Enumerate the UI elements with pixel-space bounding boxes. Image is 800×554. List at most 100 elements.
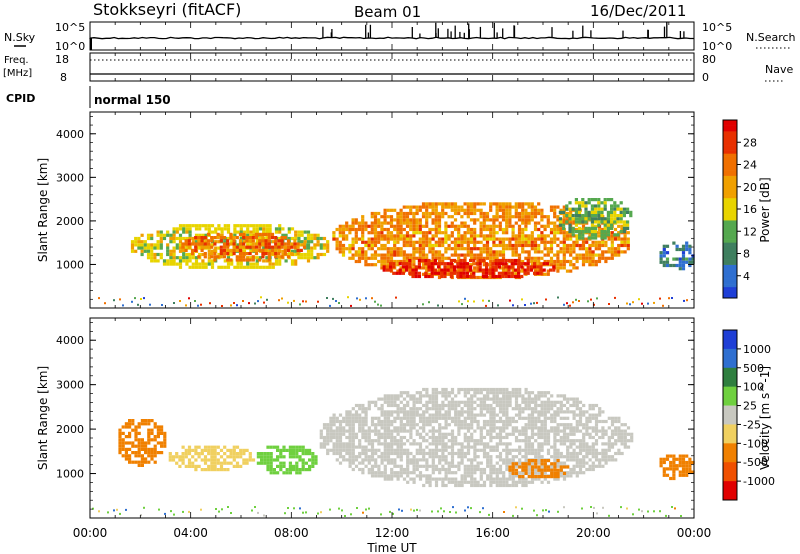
scatter-cell <box>568 223 572 227</box>
power-ylabel: Slant Range [km] <box>36 158 50 262</box>
scatter-cell <box>460 451 464 456</box>
scatter-cell <box>434 483 439 488</box>
scatter-cell <box>229 248 233 252</box>
scatter-cell <box>575 471 579 475</box>
scatter-cell <box>242 300 244 302</box>
scatter-cell <box>266 298 268 301</box>
scatter-cell <box>527 480 531 484</box>
scatter-cell <box>203 236 207 240</box>
scatter-cell <box>594 247 598 251</box>
scatter-cell <box>584 214 588 218</box>
scatter-cell <box>550 429 554 433</box>
scatter-cell <box>450 234 454 238</box>
scatter-cell <box>342 419 346 424</box>
scatter-cell <box>437 237 442 241</box>
scatter-cell <box>425 253 429 257</box>
scatter-cell <box>361 215 365 219</box>
scatter-cell <box>511 416 515 420</box>
scatter-cell <box>335 448 339 452</box>
scatter-cell <box>188 227 192 231</box>
scatter-cell <box>265 224 269 228</box>
scatter-cell <box>581 227 586 232</box>
scatter-cell <box>441 391 445 395</box>
scatter-cell <box>377 237 381 241</box>
colorbar-swatch <box>723 150 737 154</box>
scatter-cell <box>585 410 589 414</box>
scatter-cell <box>306 236 311 241</box>
scatter-cell <box>412 250 416 254</box>
scatter-cell <box>617 429 621 433</box>
scatter-cell <box>348 416 352 420</box>
scatter-cell <box>156 428 160 432</box>
scatter-cell <box>613 217 617 221</box>
scatter-cell <box>588 407 592 411</box>
date-title: 16/Dec/2011 <box>590 2 686 20</box>
scatter-cell <box>466 227 470 232</box>
scatter-cell <box>530 445 535 449</box>
scatter-cell <box>492 391 496 395</box>
scatter-cell <box>498 432 503 436</box>
scatter-cell <box>370 451 375 456</box>
colorbar-swatch <box>723 256 737 260</box>
scatter-cell <box>377 448 381 452</box>
scatter-cell <box>329 416 333 420</box>
scatter-cell <box>409 234 413 238</box>
scatter-cell <box>134 431 138 435</box>
scatter-cell <box>367 224 371 228</box>
scatter-cell <box>146 252 151 257</box>
scatter-cell <box>410 508 412 511</box>
scatter-cell <box>617 237 621 241</box>
scatter-cell <box>514 387 519 392</box>
scatter-cell <box>380 227 384 232</box>
scatter-cell <box>485 253 490 257</box>
scatter-cell <box>287 230 291 234</box>
scatter-cell <box>277 252 281 256</box>
scatter-cell <box>296 248 300 252</box>
scatter-cell <box>194 452 198 456</box>
scatter-cell <box>518 448 522 452</box>
scatter-cell <box>585 442 589 446</box>
scatter-cell <box>130 246 135 250</box>
scatter-cell <box>406 471 410 475</box>
scatter-cell <box>441 253 445 257</box>
scatter-cell <box>543 439 547 443</box>
scatter-cell <box>335 227 339 232</box>
scatter-cell <box>518 439 522 443</box>
scatter-cell <box>399 247 403 251</box>
scatter-cell <box>470 467 474 472</box>
scatter-cell <box>223 265 227 269</box>
scatter-cell <box>533 221 538 225</box>
scatter-cell <box>242 452 246 456</box>
scatter-cell <box>262 246 266 250</box>
scatter-cell <box>537 403 541 408</box>
scatter-cell <box>437 265 441 269</box>
scatter-cell <box>166 230 170 234</box>
scatter-cell <box>460 477 464 481</box>
scatter-cell <box>546 435 551 440</box>
scatter-cell <box>562 426 567 430</box>
scatter-cell <box>380 426 384 430</box>
scatter-cell <box>295 448 299 452</box>
scatter-cell <box>415 205 419 209</box>
scatter-cell <box>172 246 176 250</box>
scatter-cell <box>453 253 458 257</box>
scatter-cell <box>441 403 445 408</box>
scatter-cell <box>497 258 501 263</box>
scatter-cell <box>187 239 191 243</box>
scatter-cell <box>279 452 283 456</box>
scatter-cell <box>377 211 381 216</box>
scatter-cell <box>558 210 562 214</box>
scatter-cell <box>498 416 503 420</box>
scatter-cell <box>492 429 496 433</box>
scatter-cell <box>460 237 464 241</box>
scatter-cell <box>178 464 182 468</box>
scatter-cell <box>437 304 439 307</box>
scatter-cell <box>326 451 330 456</box>
scatter-cell <box>444 256 448 260</box>
scatter-cell <box>665 457 670 461</box>
scatter-cell <box>271 262 275 266</box>
scatter-cell <box>190 252 195 256</box>
power-scatter-cells <box>98 198 695 307</box>
scatter-cell <box>438 432 442 436</box>
scatter-cell <box>597 240 602 244</box>
